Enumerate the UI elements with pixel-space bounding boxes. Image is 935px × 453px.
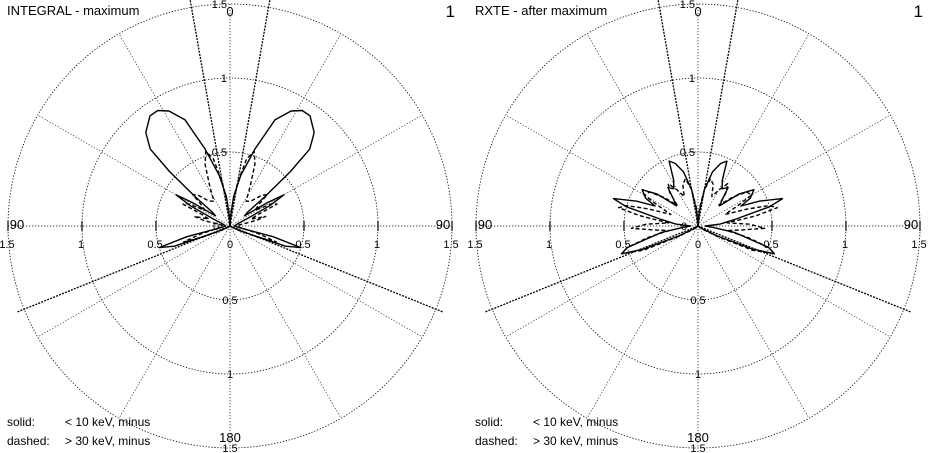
spoke-60 xyxy=(697,114,891,227)
chart-title: INTEGRAL - maximum xyxy=(7,3,140,18)
tick-label-top: 0.5 xyxy=(212,147,227,159)
legend-text: < 10 keV, minus xyxy=(65,415,151,429)
legend-entry-dashed: dashed: > 30 keV, minus xyxy=(7,435,150,448)
spoke-150 xyxy=(697,225,810,419)
legend-key: dashed: xyxy=(475,434,518,448)
tick-label-right: 1 xyxy=(374,239,380,251)
tick-label-left: 1 xyxy=(78,239,84,251)
legend-entry-solid: solid: < 10 keV, minus xyxy=(475,416,618,429)
spoke-150 xyxy=(229,225,342,419)
tick-label-top: 1 xyxy=(689,73,695,85)
spoke-30 xyxy=(697,33,810,227)
panel-number: 1 xyxy=(913,2,923,21)
tick-label-left: 1.5 xyxy=(467,239,482,251)
angle-label-left: 90 xyxy=(478,217,492,232)
legend-key: solid: xyxy=(475,415,504,429)
legend-text: > 30 keV, minus xyxy=(65,434,151,448)
legend-entry-dashed: dashed: > 30 keV, minus xyxy=(475,435,618,448)
angle-label-right: 90 xyxy=(436,217,450,232)
legend-key: solid: xyxy=(7,415,36,429)
cone-line-112 xyxy=(697,225,911,313)
angle-label-top: 0 xyxy=(694,4,701,19)
spoke-30 xyxy=(229,33,342,227)
center-label-left: 0 xyxy=(213,221,219,233)
spoke-210 xyxy=(118,225,231,419)
series-dashed xyxy=(618,178,778,255)
center-label-bottom: 0 xyxy=(695,239,701,251)
legend-key: dashed: xyxy=(7,434,50,448)
tick-label-top: 1.5 xyxy=(212,0,227,11)
spoke-60 xyxy=(229,114,423,227)
spoke-240 xyxy=(37,225,231,338)
angle-label-right: 90 xyxy=(904,217,918,232)
cone-line--112 xyxy=(485,225,699,313)
tick-label-right: 1 xyxy=(842,239,848,251)
angle-label-top: 0 xyxy=(226,4,233,19)
spoke-120 xyxy=(697,225,891,338)
legend-text: > 30 keV, minus xyxy=(533,434,619,448)
tick-label-right: 1.5 xyxy=(443,239,458,251)
chart-title: RXTE - after maximum xyxy=(475,3,608,18)
spoke-330 xyxy=(118,33,231,227)
series-dashed xyxy=(182,150,278,243)
tick-label-bottom: 0.5 xyxy=(222,295,237,307)
panel-number: 1 xyxy=(445,2,455,21)
tick-label-top: 1.5 xyxy=(680,0,695,11)
angle-label-bottom: 180 xyxy=(687,430,709,445)
tick-label-top: 0.5 xyxy=(680,147,695,159)
tick-label-bottom: 1 xyxy=(227,369,233,381)
center-label-bottom: 0 xyxy=(227,239,233,251)
angle-label-bottom: 180 xyxy=(219,430,241,445)
tick-label-left: 1 xyxy=(546,239,552,251)
tick-label-left: 0.5 xyxy=(615,239,630,251)
legend-entry-solid: solid: < 10 keV, minus xyxy=(7,416,150,429)
spoke-300 xyxy=(37,114,231,227)
tick-label-bottom: 1.5 xyxy=(690,443,705,453)
tick-label-right: 0.5 xyxy=(295,239,310,251)
spoke-120 xyxy=(229,225,423,338)
spoke-330 xyxy=(586,33,699,227)
spoke-300 xyxy=(505,114,699,227)
tick-label-bottom: 1 xyxy=(695,369,701,381)
angle-label-left: 90 xyxy=(10,217,24,232)
tick-label-bottom: 0.5 xyxy=(690,295,705,307)
polar-chart-integral: 0.5 0.5 0.5 0.5 1 1 1 1 1.5 1.5 1.5 1.5 0 0 0 90 90 180 I… xyxy=(0,0,467,453)
spoke-240 xyxy=(505,225,699,338)
legend-text: < 10 keV, minus xyxy=(533,415,619,429)
tick-label-left: 1.5 xyxy=(0,239,15,251)
tick-label-left: 0.5 xyxy=(147,239,162,251)
tick-label-right: 0.5 xyxy=(763,239,778,251)
tick-label-bottom: 1.5 xyxy=(222,443,237,453)
polar-chart-rxte: 0.5 0.5 0.5 0.5 1 1 1 1 1.5 1.5 1.5 1.5 0 0 0 90 90 180 R… xyxy=(467,0,935,453)
spoke-210 xyxy=(586,225,699,419)
tick-label-right: 1.5 xyxy=(911,239,926,251)
tick-label-top: 1 xyxy=(221,73,227,85)
